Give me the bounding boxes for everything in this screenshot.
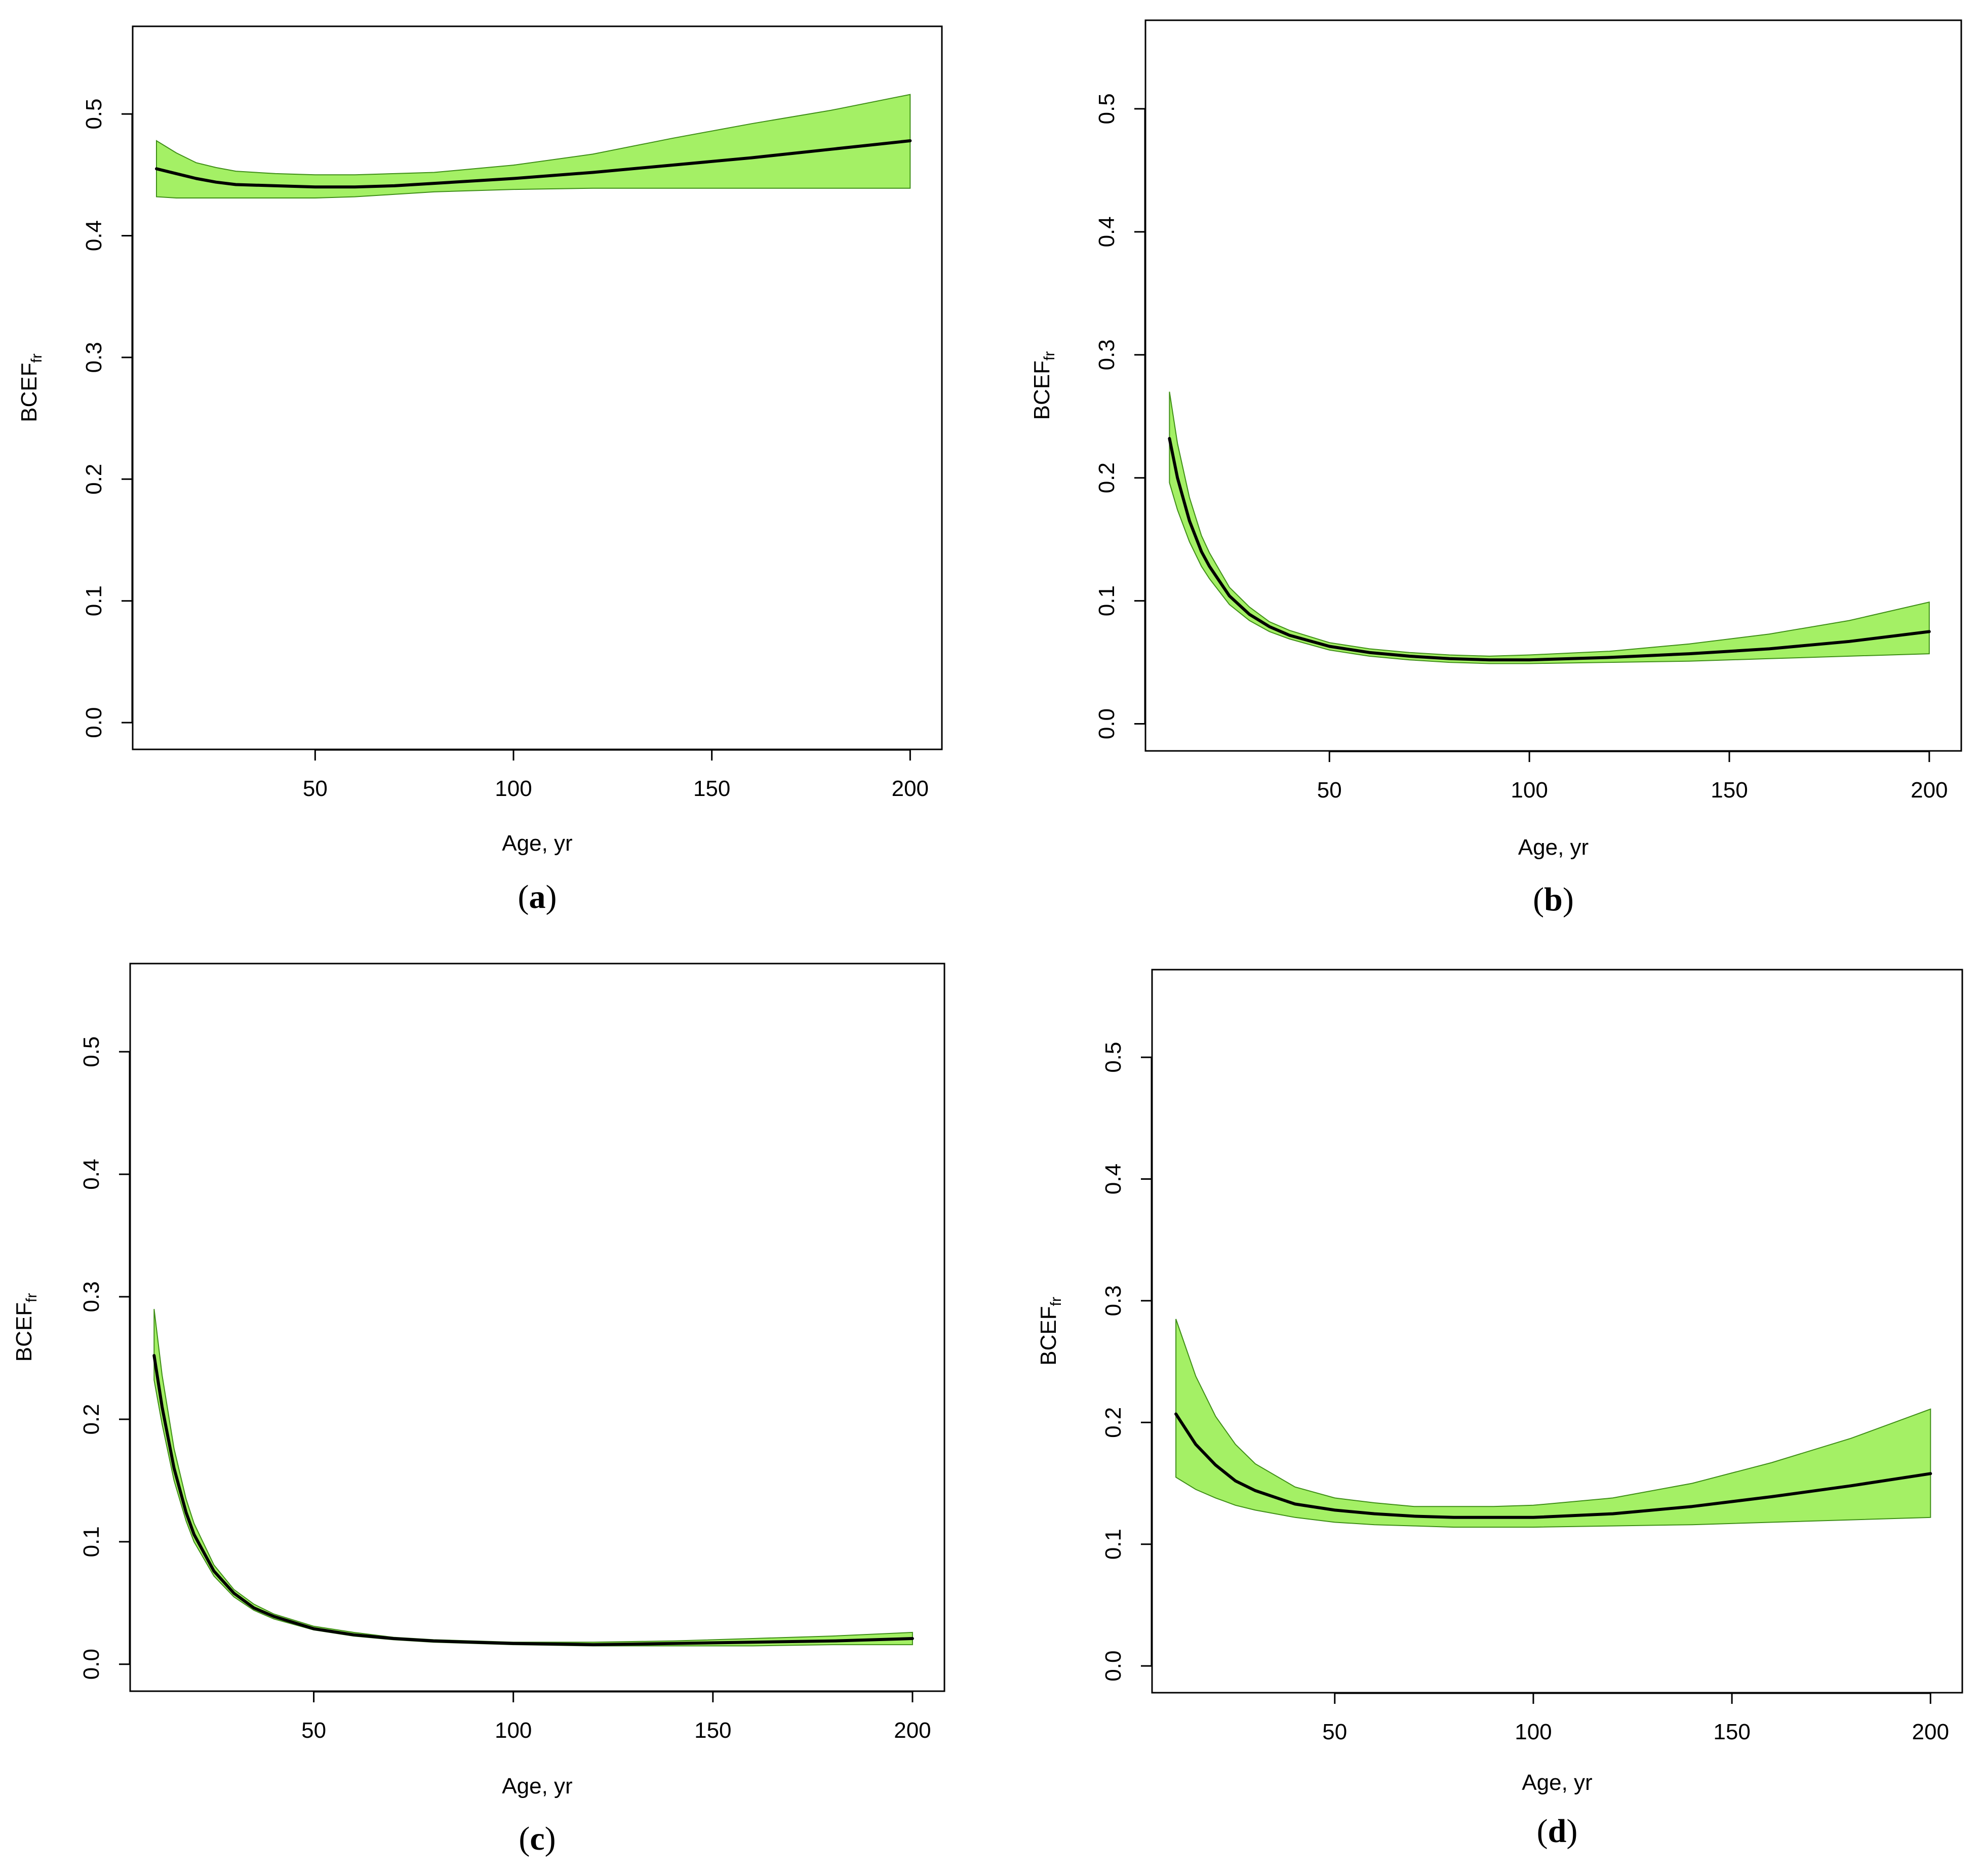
panel-label-close: ): [545, 1820, 556, 1857]
chart-panel-c: 50 100 150 200 0.0 0.1 0.2 0.3 0.4 0.5 Age, yr BCEF…: [12, 963, 945, 1857]
confidence-band: [1175, 1319, 1931, 1528]
x-tick-label: 100: [495, 776, 532, 801]
x-tick-label: 150: [693, 776, 730, 801]
y-tick-label: 0.3: [1094, 339, 1119, 370]
y-tick-label: 0.3: [79, 1281, 104, 1312]
plot-frame: [129, 963, 945, 1692]
y-axis-label-main: BCEF: [12, 1302, 36, 1362]
plot-frame: [1151, 969, 1963, 1694]
x-tick-label: 100: [1511, 778, 1548, 803]
panel-label-open: (: [519, 1820, 530, 1857]
y-tick-label: 0.2: [1101, 1407, 1126, 1438]
y-tick-label: 0.2: [79, 1404, 104, 1434]
y-tick-label: 0.4: [82, 220, 106, 251]
y-tick-label: 0.4: [1094, 216, 1119, 247]
panel-label-close: ): [1566, 1813, 1577, 1850]
confidence-band: [1169, 391, 1930, 664]
panel-label: (c): [519, 1820, 556, 1857]
y-axis-label-subscript: fr: [28, 353, 45, 363]
fit-line: [152, 1354, 914, 1647]
panel-label-open: (: [1537, 1813, 1548, 1850]
panel-label-close: ): [546, 879, 557, 915]
x-tick-label: 150: [1711, 778, 1748, 803]
panel-label: (d): [1537, 1813, 1578, 1850]
y-axis-label: BCEFfr: [1029, 351, 1058, 420]
fit-line: [155, 139, 912, 189]
x-axis-label: Age, yr: [1518, 835, 1589, 860]
confidence-band: [156, 94, 911, 198]
x-tick-label: 100: [495, 1718, 532, 1743]
fit-line: [1168, 437, 1931, 662]
y-tick-label: 0.1: [79, 1526, 104, 1557]
panel-label-close: ): [1563, 881, 1574, 918]
y-axis-label-main: BCEF: [1036, 1306, 1061, 1365]
y-axis-label: BCEFfr: [12, 1293, 40, 1362]
y-tick-label: 0.4: [79, 1159, 104, 1190]
y-tick-label: 0.5: [82, 99, 106, 130]
y-tick-label: 0.0: [1094, 708, 1119, 739]
panel-label-letter: d: [1548, 1813, 1567, 1850]
x-axis-label: Age, yr: [502, 1774, 572, 1799]
y-axis-label: BCEFfr: [17, 353, 45, 422]
y-axis-label: BCEFfr: [1036, 1297, 1064, 1366]
chart-panel-d: 50 100 150 200 0.0 0.1 0.2 0.3 0.4 0.5 Age, yr BCEF…: [1036, 969, 1963, 1850]
panel-label-letter: c: [530, 1820, 544, 1857]
panel-label-letter: a: [529, 879, 546, 915]
panel-label-open: (: [518, 879, 529, 915]
y-axis-label-main: BCEF: [1029, 361, 1054, 420]
y-tick-label: 0.0: [1101, 1651, 1126, 1682]
x-tick-label: 50: [301, 1718, 326, 1743]
x-tick-label: 200: [1912, 1720, 1949, 1744]
panel-label-letter: b: [1544, 881, 1563, 918]
y-axis-label-subscript: fr: [1041, 351, 1058, 361]
x-tick-label: 150: [1713, 1720, 1750, 1744]
y-tick-label: 0.0: [82, 707, 106, 738]
x-tick-label: 50: [1317, 778, 1342, 803]
y-tick-label: 0.4: [1101, 1164, 1126, 1194]
x-axis-label: Age, yr: [1522, 1770, 1592, 1795]
y-tick-label: 0.5: [79, 1036, 104, 1067]
x-tick-label: 50: [1322, 1720, 1347, 1744]
x-tick-label: 50: [303, 776, 328, 801]
y-axis-label-subscript: fr: [23, 1293, 40, 1302]
x-tick-label: 200: [894, 1718, 931, 1743]
x-tick-label: 200: [892, 776, 929, 801]
panel-label-open: (: [1533, 881, 1544, 918]
panel-label: (a): [518, 879, 557, 915]
y-tick-label: 0.2: [82, 464, 106, 495]
chart-panel-a: 50 100 150 200 0.0 0.1 0.2 0.3 0.4 0.5 Age, yr BCEF…: [17, 25, 943, 915]
y-axis-label-subscript: fr: [1048, 1297, 1064, 1306]
y-tick-label: 0.1: [82, 585, 106, 616]
y-tick-label: 0.2: [1094, 462, 1119, 493]
y-tick-label: 0.3: [1101, 1285, 1126, 1316]
fit-line: [1174, 1412, 1932, 1519]
panel-label: (b): [1533, 881, 1574, 918]
x-tick-label: 100: [1515, 1720, 1552, 1744]
y-tick-label: 0.0: [79, 1649, 104, 1680]
x-tick-label: 200: [1911, 778, 1948, 803]
x-axis-label: Age, yr: [502, 831, 572, 856]
confidence-band: [153, 1309, 913, 1647]
y-tick-label: 0.5: [1094, 93, 1119, 124]
x-tick-label: 150: [694, 1718, 731, 1743]
chart-panel-b: 50 100 150 200 0.0 0.1 0.2 0.3 0.4 0.5 Age, yr BCEF…: [1029, 19, 1962, 918]
y-tick-label: 0.1: [1101, 1529, 1126, 1560]
y-axis-label-main: BCEF: [17, 363, 42, 422]
y-tick-label: 0.5: [1101, 1042, 1126, 1073]
y-tick-label: 0.3: [82, 342, 106, 373]
y-tick-label: 0.1: [1094, 585, 1119, 616]
